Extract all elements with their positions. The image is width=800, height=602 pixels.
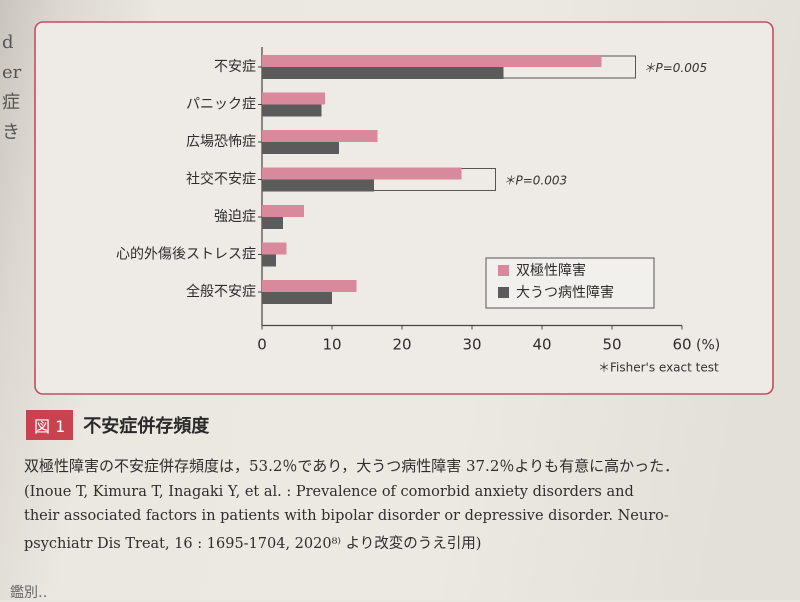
bar-bipolar [262,130,378,142]
p-value-annotation: ＊P=0.003 [504,174,568,188]
chart-footnote: ＊Fisher's exact test [598,361,719,375]
bar-major-depressive [262,292,332,304]
x-tick-label: 20 [392,336,411,354]
bar-bipolar [262,92,325,105]
p-value-annotation: ＊P=0.005 [644,61,708,75]
legend-label: 大うつ病性障害 [516,285,614,301]
next-section-text: 鑑別‥ [10,585,48,601]
x-tick-label: 60 [672,336,691,354]
bar-bipolar [262,280,357,292]
bar-bipolar [262,167,462,180]
legend-box [485,257,655,309]
bar-bipolar [262,242,287,255]
bar-major-depressive [262,217,283,229]
category-label: 不安症 [214,59,256,75]
bar-bipolar [262,205,304,217]
bar-major-depressive [262,254,276,267]
caption-reference-line-1: (Inoue T, Kimura T, Inagaki Y, et al. : … [24,484,634,500]
significance-bracket [374,168,496,191]
figure-title: 不安症併存頻度 [83,416,210,437]
x-tick-label: 40 [532,336,551,354]
figure-caption: 図 1 不安症併存頻度 [26,410,209,440]
caption-summary: 双極性障害の不安症併存頻度は，53.2％であり，大うつ病性障害 37.2％よりも… [24,457,680,475]
x-tick-label: 50 [602,336,621,354]
x-tick-label: 0 [257,336,267,354]
x-tick-label: 30 [462,336,481,354]
bar-major-depressive [262,67,504,79]
category-label: 全般不安症 [186,283,256,300]
x-tick-label: 10 [322,336,341,354]
category-label: 広場恐怖症 [186,133,256,150]
category-label: 強迫症 [214,209,256,225]
bar-bipolar [262,55,602,67]
margin-text: der症き [2,32,22,143]
figure-number-badge: 図 1 [26,410,74,440]
legend-swatch [498,265,509,276]
bar-major-depressive [262,179,374,192]
bar-major-depressive [262,142,339,154]
category-label: 心的外傷後ストレス症 [116,247,256,263]
x-unit-label: (%) [696,338,720,354]
category-label: パニック症 [186,97,256,113]
bar-major-depressive [262,104,322,117]
legend-label: 双極性障害 [516,263,586,279]
caption-reference-line-3: psychiatr Dis Treat, 16 : 1695-1704, 202… [24,536,482,552]
significance-bracket [503,55,636,79]
legend-swatch [498,287,509,298]
category-label: 社交不安症 [186,171,256,188]
caption-reference-line-2: their associated factors in patients wit… [24,508,669,524]
